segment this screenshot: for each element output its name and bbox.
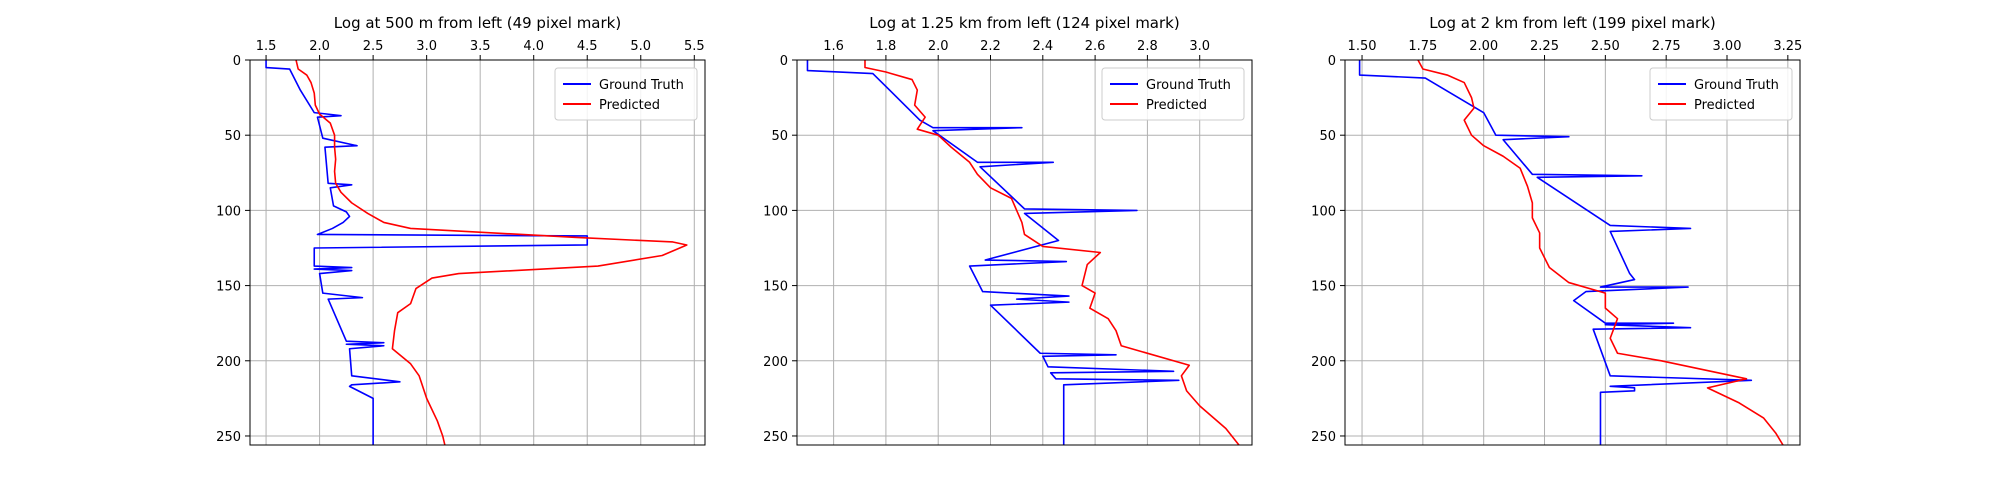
legend-label: Predicted (599, 98, 660, 113)
chart-title: Log at 500 m from left (49 pixel mark) (334, 14, 621, 32)
series-line-predicted (864, 60, 1240, 446)
y-tick-label: 100 (763, 204, 788, 219)
legend: Ground Truth Predicted (1649, 67, 1793, 121)
y-tick-label: 150 (1311, 280, 1336, 295)
legend-box (1101, 67, 1245, 121)
y-tick-label: 150 (216, 280, 241, 295)
legend: Ground Truth Predicted (554, 67, 698, 121)
axes-frame (796, 59, 1253, 446)
x-tick-label: 2.0 (928, 39, 949, 54)
y-tick-label: 50 (1319, 129, 1336, 144)
series-line-ground-truth (806, 60, 1180, 445)
legend-label: Ground Truth (1146, 78, 1231, 93)
x-tick-label: 4.5 (577, 39, 598, 54)
x-tick-label: 1.8 (876, 39, 897, 54)
y-tick-label: 200 (763, 355, 788, 370)
legend-label: Predicted (1146, 98, 1207, 113)
x-tick-label: 2.6 (1085, 39, 1106, 54)
y-tick-label: 250 (1311, 430, 1336, 445)
series-line-predicted (1417, 59, 1784, 446)
x-tick-label: 2.5 (363, 39, 384, 54)
chart-panel-1: 1.5 2.0 2.5 3.0 3.5 4.0 4.5 5.0 5.5 0 50 100 150 200 2… (216, 14, 706, 446)
legend-box (554, 67, 698, 121)
x-tick-label: 2.00 (1469, 39, 1498, 54)
series-line-ground-truth (1358, 60, 1753, 445)
series-line-predicted (295, 59, 688, 446)
y-tick-label: 250 (216, 430, 241, 445)
legend-label: Predicted (1694, 98, 1755, 113)
y-tick-label: 100 (1311, 204, 1336, 219)
series-line-ground-truth (265, 60, 589, 445)
x-tick-label: 2.8 (1137, 39, 1158, 54)
chart-title: Log at 1.25 km from left (124 pixel mark… (869, 14, 1179, 32)
x-tick-label: 2.4 (1032, 39, 1053, 54)
y-tick-label: 0 (233, 54, 241, 69)
x-tick-label: 3.00 (1713, 39, 1742, 54)
x-tick-label: 4.0 (523, 39, 544, 54)
legend-label: Ground Truth (599, 78, 684, 93)
y-tick-label: 100 (216, 204, 241, 219)
x-tick-label: 1.75 (1408, 39, 1437, 54)
x-tick-label: 1.6 (823, 39, 844, 54)
y-tick-label: 200 (1311, 355, 1336, 370)
legend-label: Ground Truth (1694, 78, 1779, 93)
x-tick-label: 3.0 (416, 39, 437, 54)
y-tick-label: 200 (216, 355, 241, 370)
y-tick-label: 0 (1328, 54, 1336, 69)
x-tick-label: 3.25 (1773, 39, 1802, 54)
chart-panel-3: 1.50 1.75 2.00 2.25 2.50 2.75 3.00 3.25 0 50 100 15… (1311, 14, 1802, 446)
y-tick-label: 150 (763, 280, 788, 295)
x-tick-label: 2.25 (1530, 39, 1559, 54)
chart-panel-2: 1.6 1.8 2.0 2.2 2.4 2.6 2.8 3.0 0 50 100 150 200 250 L… (763, 14, 1253, 446)
x-tick-label: 2.75 (1652, 39, 1681, 54)
x-tick-label: 1.50 (1348, 39, 1377, 54)
x-tick-label: 5.5 (684, 39, 705, 54)
x-tick-label: 5.0 (630, 39, 651, 54)
axes-frame (1344, 59, 1801, 446)
x-tick-label: 2.0 (309, 39, 330, 54)
y-tick-label: 50 (771, 129, 788, 144)
legend-box (1649, 67, 1793, 121)
x-tick-label: 3.0 (1189, 39, 1210, 54)
y-tick-label: 250 (763, 430, 788, 445)
x-tick-label: 2.50 (1591, 39, 1620, 54)
x-tick-label: 2.2 (980, 39, 1001, 54)
axes-frame (249, 59, 706, 446)
chart-title: Log at 2 km from left (199 pixel mark) (1429, 14, 1716, 32)
y-tick-label: 50 (224, 129, 241, 144)
legend: Ground Truth Predicted (1101, 67, 1245, 121)
x-tick-label: 3.5 (470, 39, 491, 54)
x-tick-label: 1.5 (256, 39, 277, 54)
y-tick-label: 0 (780, 54, 788, 69)
